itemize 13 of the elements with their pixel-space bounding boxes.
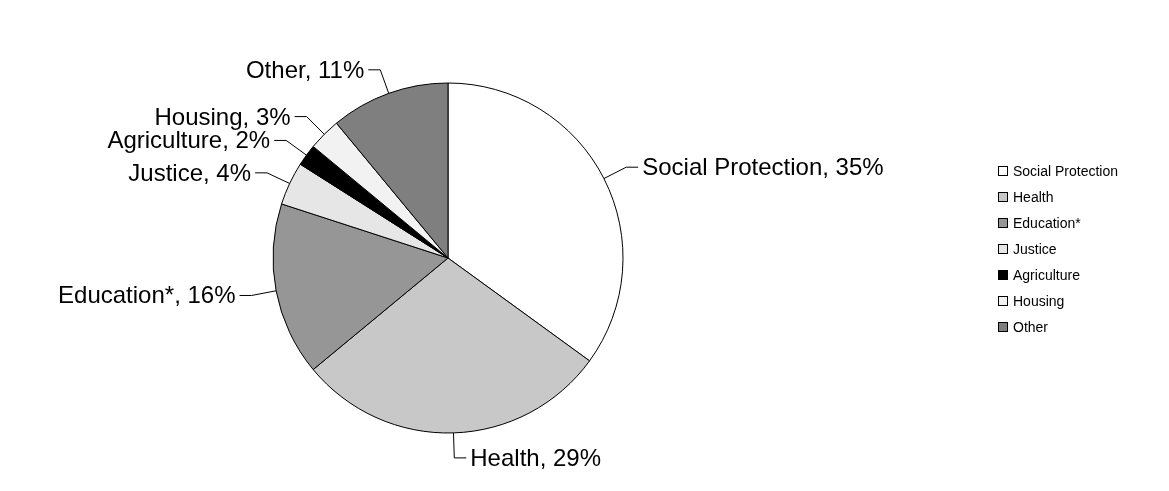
legend-label: Justice	[1013, 240, 1057, 259]
data-label: Education*, 16%	[58, 281, 236, 309]
data-label: Justice, 4%	[128, 158, 252, 186]
data-label: Other, 11%	[245, 55, 365, 83]
legend-label: Education*	[1013, 214, 1081, 233]
legend-label: Health	[1013, 188, 1054, 207]
data-label: Social Protection, 35%	[642, 153, 884, 181]
data-label: Housing, 3%	[154, 102, 291, 130]
legend-label: Other	[1013, 318, 1049, 337]
data-label: Health, 29%	[470, 443, 602, 471]
legend-label: Housing	[1013, 292, 1065, 311]
legend-label: Social Protection	[1013, 162, 1119, 181]
legend-label: Agriculture	[1013, 266, 1080, 285]
